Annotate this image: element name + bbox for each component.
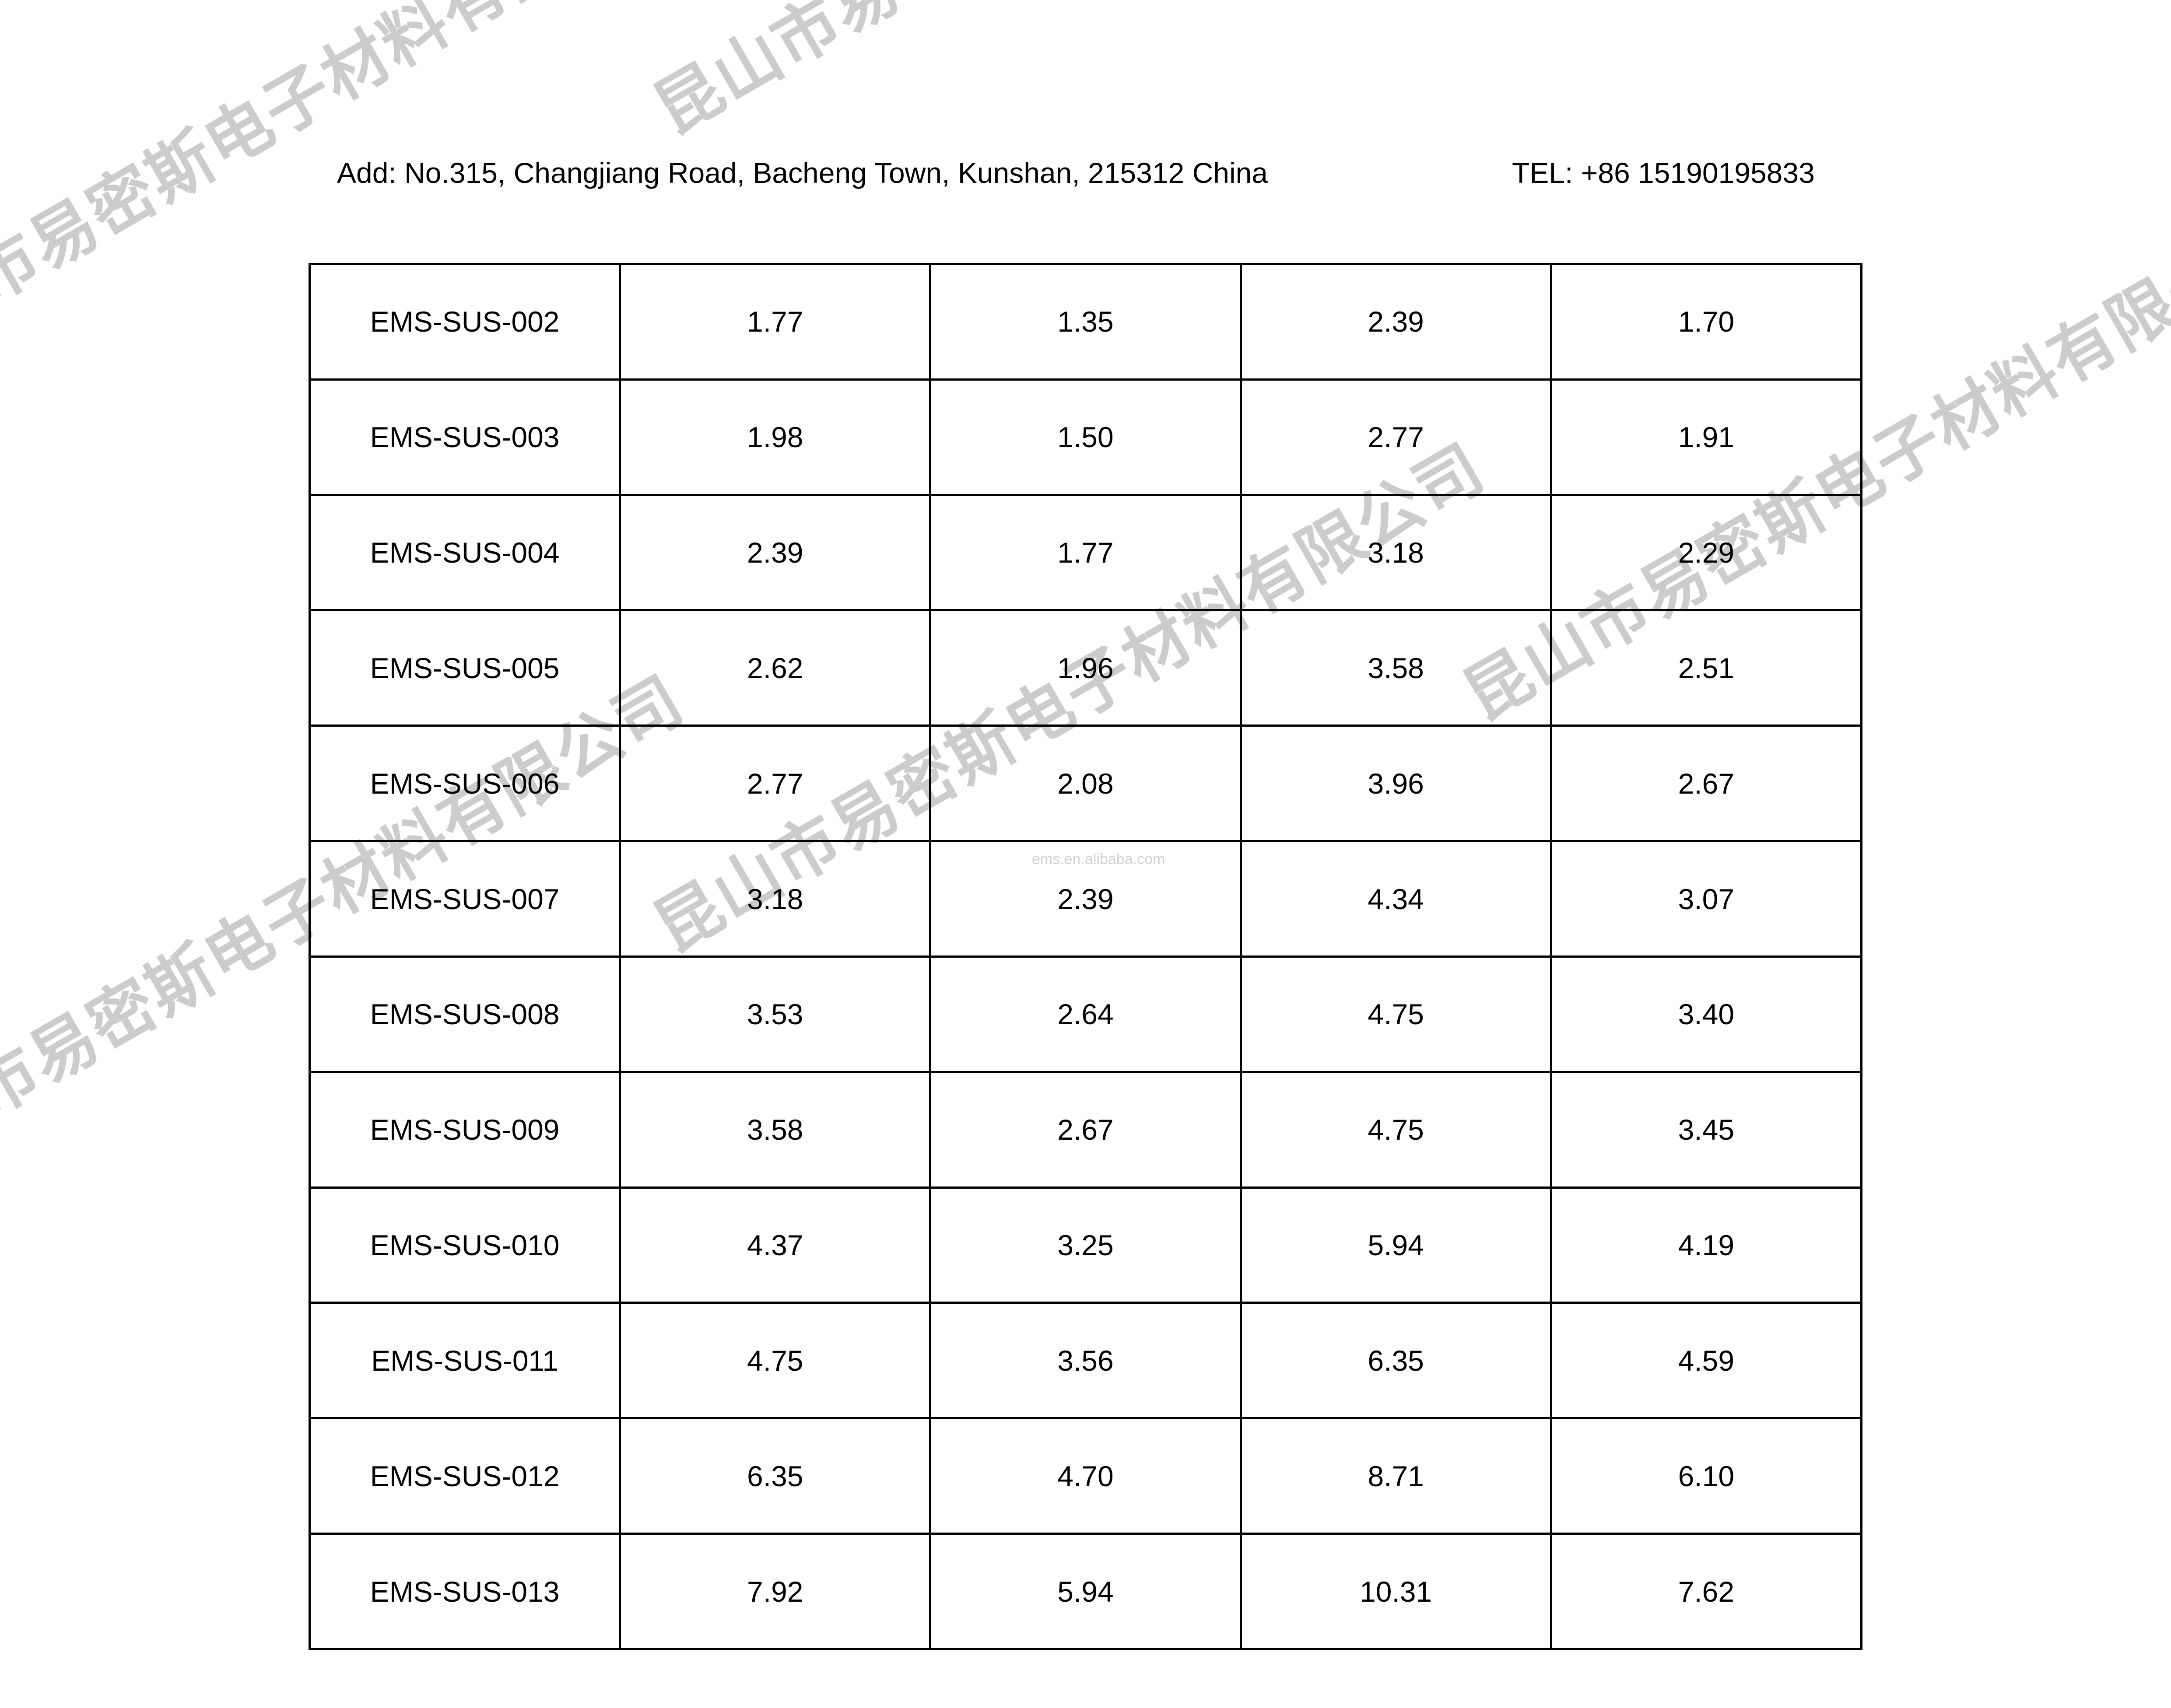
table-row: EMS-SUS-006 2.77 2.08 3.96 2.67 — [308, 724, 1863, 843]
cell-value-1: 4.37 — [619, 1186, 932, 1304]
table-row: EMS-SUS-012 6.35 4.70 8.71 6.10 — [308, 1417, 1863, 1535]
table-row: EMS-SUS-010 4.37 3.25 5.94 4.19 — [308, 1186, 1863, 1304]
cell-value-1: 1.98 — [619, 378, 932, 496]
table-row: EMS-SUS-007 3.18 2.39 4.34 3.07 — [308, 840, 1863, 958]
watermark-company-text: 昆山市易密斯电子材料有限公司 — [635, 0, 1499, 152]
table-row: EMS-SUS-003 1.98 1.50 2.77 1.91 — [308, 378, 1863, 496]
cell-value-1: 3.58 — [619, 1071, 932, 1189]
table-row: EMS-SUS-002 1.77 1.35 2.39 1.70 — [308, 263, 1863, 381]
cell-value-2: 1.96 — [929, 609, 1242, 727]
cell-value-4: 4.19 — [1550, 1186, 1863, 1304]
cell-value-1: 2.77 — [619, 724, 932, 843]
table-row: EMS-SUS-005 2.62 1.96 3.58 2.51 — [308, 609, 1863, 727]
cell-value-4: 3.40 — [1550, 955, 1863, 1073]
cell-value-4: 1.70 — [1550, 263, 1863, 381]
cell-value-3: 6.35 — [1239, 1302, 1552, 1420]
cell-value-3: 3.18 — [1239, 494, 1552, 612]
cell-model-code: EMS-SUS-005 — [308, 609, 621, 727]
cell-value-1: 1.77 — [619, 263, 932, 381]
company-telephone: TEL: +86 15190195833 — [1512, 157, 1815, 189]
cell-model-code: EMS-SUS-002 — [308, 263, 621, 381]
cell-value-1: 3.18 — [619, 840, 932, 958]
cell-value-3: 10.31 — [1239, 1533, 1552, 1650]
table-row: EMS-SUS-008 3.53 2.64 4.75 3.40 — [308, 955, 1863, 1073]
cell-model-code: EMS-SUS-003 — [308, 378, 621, 496]
cell-model-code: EMS-SUS-006 — [308, 724, 621, 843]
cell-value-3: 5.94 — [1239, 1186, 1552, 1304]
cell-value-4: 2.51 — [1550, 609, 1863, 727]
cell-value-3: 8.71 — [1239, 1417, 1552, 1535]
cell-value-2: 5.94 — [929, 1533, 1242, 1650]
cell-model-code: EMS-SUS-011 — [308, 1302, 621, 1420]
cell-value-4: 3.45 — [1550, 1071, 1863, 1189]
cell-value-4: 2.29 — [1550, 494, 1863, 612]
company-address: Add: No.315, Changjiang Road, Bacheng To… — [337, 157, 1268, 189]
table-row: EMS-SUS-013 7.92 5.94 10.31 7.62 — [308, 1533, 1863, 1650]
table-row: EMS-SUS-011 4.75 3.56 6.35 4.59 — [308, 1302, 1863, 1420]
cell-model-code: EMS-SUS-004 — [308, 494, 621, 612]
page-header: Add: No.315, Changjiang Road, Bacheng To… — [0, 153, 2171, 192]
cell-value-1: 7.92 — [619, 1533, 932, 1650]
cell-value-3: 3.58 — [1239, 609, 1552, 727]
cell-value-4: 7.62 — [1550, 1533, 1863, 1650]
cell-value-2: 2.39 — [929, 840, 1242, 958]
specification-table: EMS-SUS-002 1.77 1.35 2.39 1.70 EMS-SUS-003 1.… — [308, 263, 1863, 1650]
cell-value-4: 3.07 — [1550, 840, 1863, 958]
cell-value-3: 4.34 — [1239, 840, 1552, 958]
cell-value-1: 3.53 — [619, 955, 932, 1073]
cell-value-2: 4.70 — [929, 1417, 1242, 1535]
specification-table-body: EMS-SUS-002 1.77 1.35 2.39 1.70 EMS-SUS-003 1.… — [308, 263, 1863, 1650]
cell-value-3: 2.39 — [1239, 263, 1552, 381]
spec-table-container: EMS-SUS-002 1.77 1.35 2.39 1.70 EMS-SUS-003 1.… — [308, 263, 1863, 1650]
cell-value-1: 4.75 — [619, 1302, 932, 1420]
cell-value-3: 4.75 — [1239, 955, 1552, 1073]
cell-value-2: 1.35 — [929, 263, 1242, 381]
cell-model-code: EMS-SUS-007 — [308, 840, 621, 958]
cell-value-1: 6.35 — [619, 1417, 932, 1535]
cell-value-4: 6.10 — [1550, 1417, 1863, 1535]
cell-value-4: 4.59 — [1550, 1302, 1863, 1420]
cell-value-2: 2.08 — [929, 724, 1242, 843]
cell-value-2: 3.25 — [929, 1186, 1242, 1304]
cell-value-2: 1.77 — [929, 494, 1242, 612]
cell-value-2: 1.50 — [929, 378, 1242, 496]
cell-value-1: 2.39 — [619, 494, 932, 612]
cell-model-code: EMS-SUS-013 — [308, 1533, 621, 1650]
cell-model-code: EMS-SUS-010 — [308, 1186, 621, 1304]
table-row: EMS-SUS-009 3.58 2.67 4.75 3.45 — [308, 1071, 1863, 1189]
cell-model-code: EMS-SUS-012 — [308, 1417, 621, 1535]
cell-value-2: 2.67 — [929, 1071, 1242, 1189]
cell-value-3: 2.77 — [1239, 378, 1552, 496]
cell-value-2: 3.56 — [929, 1302, 1242, 1420]
cell-value-1: 2.62 — [619, 609, 932, 727]
cell-model-code: EMS-SUS-009 — [308, 1071, 621, 1189]
cell-model-code: EMS-SUS-008 — [308, 955, 621, 1073]
cell-value-3: 3.96 — [1239, 724, 1552, 843]
cell-value-4: 1.91 — [1550, 378, 1863, 496]
cell-value-4: 2.67 — [1550, 724, 1863, 843]
table-row: EMS-SUS-004 2.39 1.77 3.18 2.29 — [308, 494, 1863, 612]
cell-value-3: 4.75 — [1239, 1071, 1552, 1189]
cell-value-2: 2.64 — [929, 955, 1242, 1073]
